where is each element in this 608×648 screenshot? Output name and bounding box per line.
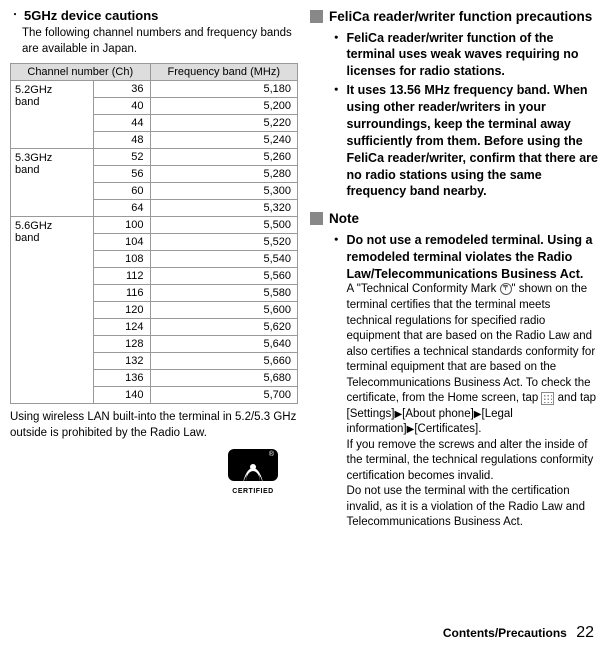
note-bold-text: Do not use a remodeled terminal. Using a…: [347, 233, 593, 281]
table-cell: 5,620: [150, 319, 297, 336]
left-column: ・ 5GHz device cautions The following cha…: [10, 8, 298, 533]
note-body: If you remove the screws and alter the i…: [347, 438, 598, 485]
table-cell: 56: [94, 166, 150, 183]
table-cell: 40: [94, 98, 150, 115]
table-cell: 120: [94, 302, 150, 319]
list-item: ・It uses 13.56 MHz frequency band. When …: [330, 82, 598, 200]
text: " shown on the terminal certifies that t…: [347, 283, 596, 404]
table-cell: 136: [94, 370, 150, 387]
list-item: ・FeliCa reader/writer function of the te…: [330, 30, 598, 81]
channel-table: Channel number (Ch) Frequency band (MHz)…: [10, 63, 298, 404]
table-cell: 5,500: [150, 217, 297, 234]
square-bullet-icon: [310, 10, 323, 23]
table-cell: 44: [94, 115, 150, 132]
section-heading: ・ 5GHz device cautions: [10, 8, 298, 24]
table-cell: 112: [94, 268, 150, 285]
table-cell: 5,520: [150, 234, 297, 251]
table-header: Channel number (Ch): [11, 64, 151, 81]
bullet-dot: ・: [330, 82, 343, 200]
footer-label: Contents/Precautions: [443, 626, 567, 640]
square-bullet-icon: [310, 212, 323, 225]
note-body: Do not use the terminal with the certifi…: [347, 484, 598, 531]
wifi-certified: ® CERTIFIED: [10, 449, 298, 498]
table-cell: 116: [94, 285, 150, 302]
table-cell: 5,660: [150, 353, 297, 370]
table-cell: 140: [94, 387, 150, 404]
arrow-icon: ▶: [474, 409, 482, 420]
table-cell: 108: [94, 251, 150, 268]
bullet-dot: ・: [330, 232, 343, 531]
table-cell: 100: [94, 217, 150, 234]
page-footer: Contents/Precautions 22: [443, 624, 594, 642]
table-cell: 5,240: [150, 132, 297, 149]
section-title: FeliCa reader/writer function precaution…: [329, 8, 592, 26]
table-cell: 5,700: [150, 387, 297, 404]
band-cell: 5.6GHzband: [11, 217, 94, 404]
section-heading: FeliCa reader/writer function precaution…: [310, 8, 598, 26]
table-cell: 5,600: [150, 302, 297, 319]
table-cell: 64: [94, 200, 150, 217]
table-cell: 5,180: [150, 81, 297, 98]
text: A "Technical Conformity Mark: [347, 283, 500, 295]
table-cell: 128: [94, 336, 150, 353]
table-cell: 52: [94, 149, 150, 166]
table-cell: 104: [94, 234, 150, 251]
list-item: ・ Do not use a remodeled terminal. Using…: [330, 232, 598, 531]
table-cell: 36: [94, 81, 150, 98]
table-cell: 5,560: [150, 268, 297, 285]
table-cell: 5,680: [150, 370, 297, 387]
bullet-text: It uses 13.56 MHz frequency band. When u…: [347, 82, 598, 200]
bullet-dot: ・: [10, 8, 20, 24]
text: [Certificates].: [414, 423, 481, 435]
table-cell: 5,640: [150, 336, 297, 353]
text: [About phone]: [402, 408, 474, 420]
wifi-icon: ®: [228, 449, 278, 481]
note-body: A "Technical Conformity Mark 〒" shown on…: [347, 282, 598, 437]
band-cell: 5.2GHzband: [11, 81, 94, 149]
table-cell: 5,280: [150, 166, 297, 183]
technical-conformity-mark-icon: 〒: [500, 283, 512, 295]
table-cell: 5,320: [150, 200, 297, 217]
table-cell: 5,260: [150, 149, 297, 166]
page-number: 22: [576, 624, 594, 641]
right-column: FeliCa reader/writer function precaution…: [310, 8, 598, 533]
section-heading: Note: [310, 210, 598, 228]
table-cell: 5,540: [150, 251, 297, 268]
bullet-text: FeliCa reader/writer function of the ter…: [347, 30, 598, 81]
table-cell: 60: [94, 183, 150, 200]
band-cell: 5.3GHzband: [11, 149, 94, 217]
table-cell: 132: [94, 353, 150, 370]
table-cell: 5,300: [150, 183, 297, 200]
bullet-dot: ・: [330, 30, 343, 81]
title: 5GHz device cautions: [24, 8, 158, 23]
table-cell: 5,220: [150, 115, 297, 132]
apps-icon: [541, 392, 554, 405]
description: The following channel numbers and freque…: [22, 26, 298, 57]
table-header: Frequency band (MHz): [150, 64, 297, 81]
table-cell: 5,580: [150, 285, 297, 302]
radio-law-note: Using wireless LAN built-into the termin…: [10, 410, 298, 441]
section-title: Note: [329, 210, 359, 228]
table-cell: 48: [94, 132, 150, 149]
table-cell: 5,200: [150, 98, 297, 115]
table-cell: 124: [94, 319, 150, 336]
